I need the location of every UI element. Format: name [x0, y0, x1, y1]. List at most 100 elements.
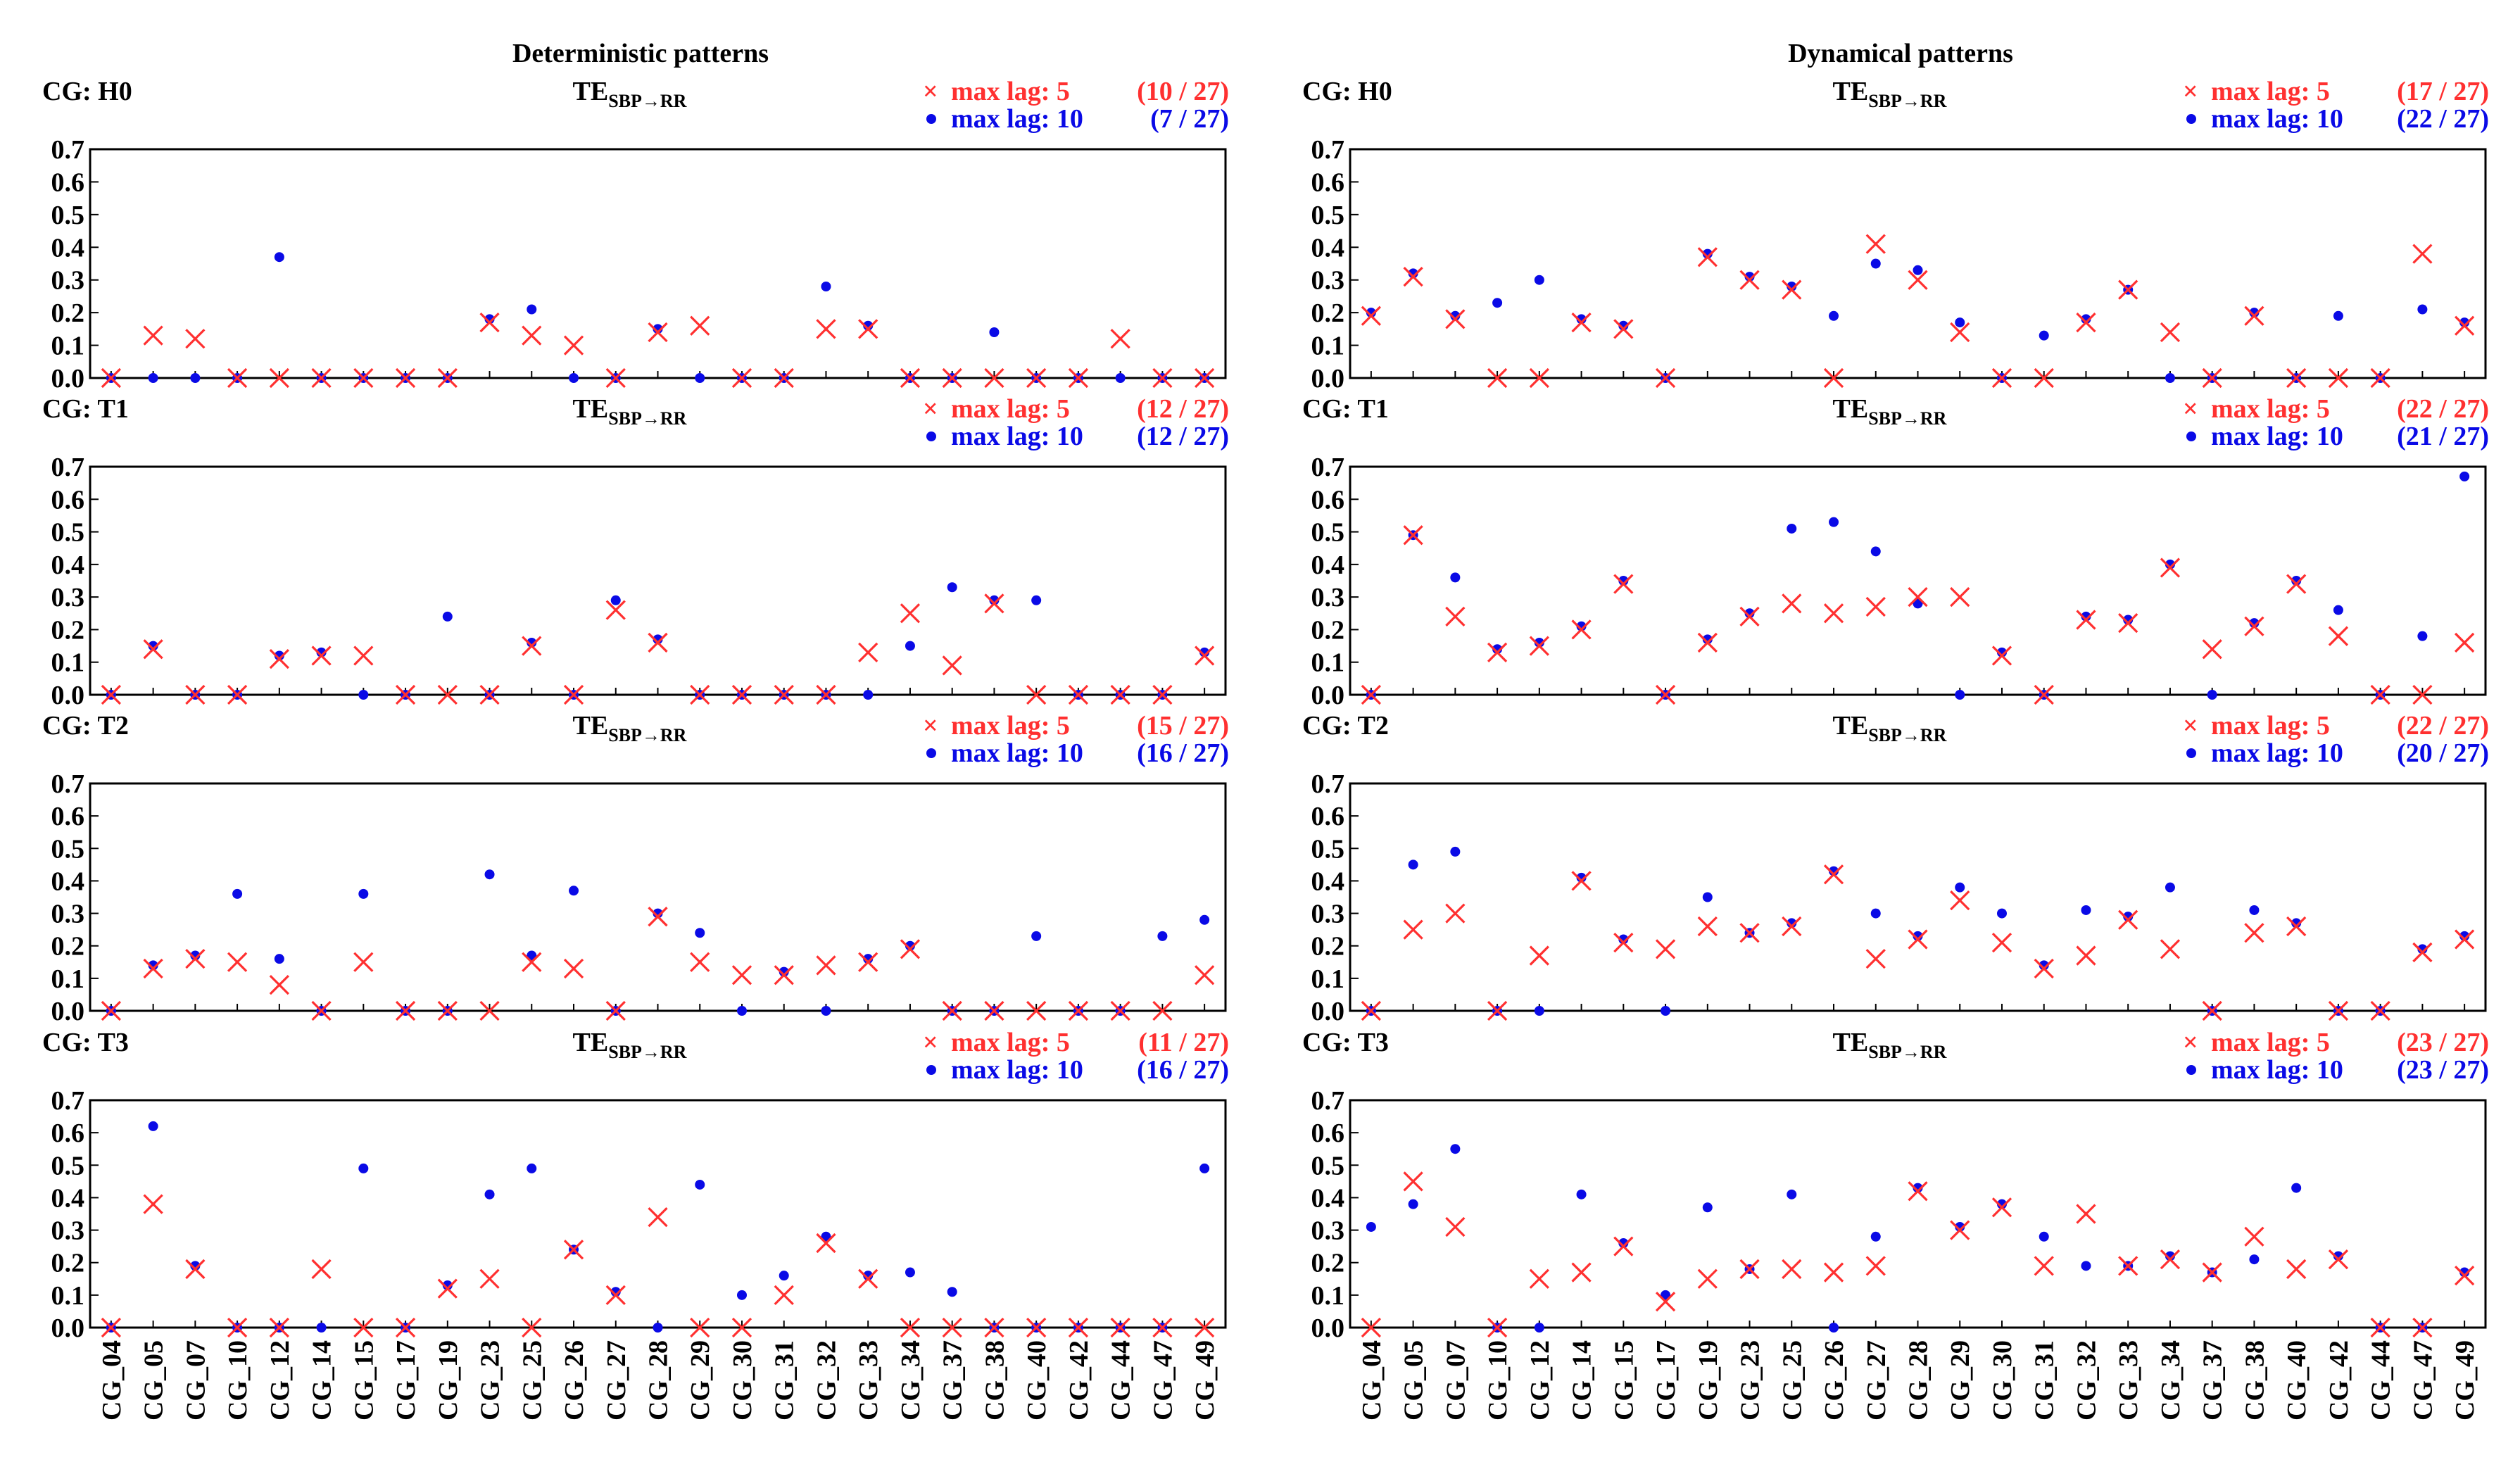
data-point-lag5 — [143, 639, 163, 660]
data-point-lag10 — [1870, 1231, 1881, 1242]
data-point-lag10 — [695, 1179, 705, 1190]
te-label: TESBP→RR — [573, 77, 687, 111]
data-point-lag5 — [269, 1317, 289, 1338]
data-point-lag5 — [690, 952, 710, 972]
x-tick-label: CG_27 — [1862, 1340, 1891, 1421]
legend-count-lag10: (21 / 27) — [2397, 422, 2489, 451]
data-point-lag5 — [731, 684, 752, 705]
data-point-lag5 — [1739, 923, 1760, 943]
te-label: TESBP→RR — [1833, 394, 1947, 429]
y-tick-label: 0.2 — [51, 1249, 85, 1278]
data-point-lag10 — [2333, 605, 2343, 615]
data-point-lag10 — [1996, 647, 2007, 657]
x-tick-label: CG_38 — [980, 1340, 1009, 1421]
data-point-lag5 — [1823, 1262, 1844, 1283]
data-point-lag10 — [274, 954, 284, 964]
legend-label-lag5: max lag: 5 — [951, 394, 1070, 424]
data-point-lag5 — [101, 367, 122, 389]
y-tick-label: 0.0 — [51, 364, 85, 393]
data-point-lag5 — [2286, 1259, 2307, 1280]
data-point-lag5 — [2328, 367, 2349, 389]
data-point-lag10 — [2417, 631, 2428, 641]
data-point-lag5 — [774, 965, 794, 985]
data-point-lag5 — [984, 593, 1004, 614]
data-point-lag5 — [437, 684, 458, 705]
y-tick-label: 0.6 — [1311, 485, 1345, 515]
x-tick-label: CG_31 — [770, 1340, 800, 1421]
data-point-lag5 — [1068, 1000, 1089, 1021]
data-point-lag5 — [2286, 367, 2307, 389]
panel: CG: T1 TESBP→RR × max lag: 5 (12 / 27) max la… — [42, 394, 1229, 710]
data-point-lag10 — [1618, 1238, 1629, 1249]
te-label-subscript: SBP→RR — [1868, 408, 1946, 429]
legend-count-lag5: (23 / 27) — [2397, 1028, 2489, 1057]
y-tick-label: 0.0 — [1311, 681, 1345, 710]
legend-marker-lag5: × — [2183, 711, 2198, 741]
legend-count-lag10: (23 / 27) — [2397, 1055, 2489, 1085]
data-point-lag5 — [900, 367, 921, 389]
y-tick-label: 0.4 — [51, 1183, 85, 1213]
data-point-lag5 — [1529, 636, 1549, 656]
panel: CG: H0 TESBP→RR × max lag: 5 (17 / 27) max la… — [1302, 77, 2489, 393]
te-label-main: TE — [573, 1028, 609, 1057]
data-point-lag5 — [1194, 1317, 1215, 1338]
data-point-lag5 — [1613, 932, 1634, 953]
data-point-lag5 — [1697, 916, 1718, 937]
y-tick-label: 0.0 — [51, 1314, 85, 1343]
y-tick-label: 0.4 — [1311, 1183, 1345, 1213]
legend-marker-lag10 — [926, 1065, 936, 1075]
data-point-lag10 — [1787, 282, 1797, 291]
legend-label-lag10: max lag: 10 — [2211, 738, 2343, 768]
data-point-lag5 — [2370, 1317, 2390, 1338]
data-point-lag5 — [1697, 1268, 1718, 1289]
y-tick-label: 0.2 — [51, 298, 85, 328]
te-label-subscript: SBP→RR — [1868, 91, 1946, 111]
data-point-lag5 — [774, 684, 794, 705]
legend-count-lag5: (11 / 27) — [1138, 1028, 1229, 1057]
data-point-lag5 — [2118, 613, 2138, 634]
y-tick-label: 0.4 — [1311, 233, 1345, 263]
y-tick-label: 0.5 — [1311, 1151, 1345, 1180]
data-point-lag5 — [269, 974, 289, 995]
y-tick-label: 0.7 — [1311, 453, 1345, 482]
te-label-main: TE — [1833, 77, 1869, 106]
group-label: CG: T2 — [1302, 711, 1389, 741]
data-point-lag10 — [2165, 559, 2175, 569]
data-point-lag10 — [821, 282, 831, 291]
data-point-lag10 — [821, 1006, 831, 1016]
panel: CG: T3 TESBP→RR × max lag: 5 (23 / 27) max la… — [1302, 1028, 2489, 1421]
data-point-lag10 — [1408, 268, 1418, 279]
data-point-lag5 — [1865, 1256, 1886, 1276]
te-label: TESBP→RR — [573, 1028, 687, 1062]
data-point-lag5 — [648, 632, 668, 653]
data-point-lag5 — [731, 367, 752, 389]
data-point-lag5 — [984, 367, 1004, 389]
y-tick-label: 0.0 — [51, 997, 85, 1026]
data-point-lag10 — [863, 320, 874, 331]
data-point-lag10 — [2081, 905, 2091, 915]
x-tick-label: CG_49 — [1190, 1340, 1220, 1421]
data-point-lag5 — [2202, 1000, 2222, 1021]
x-tick-label: CG_10 — [223, 1340, 253, 1421]
x-tick-label: CG_28 — [1904, 1340, 1934, 1421]
data-point-lag10 — [148, 960, 158, 971]
y-tick-label: 0.5 — [1311, 834, 1345, 864]
data-point-lag5 — [1865, 949, 1886, 969]
data-point-lag5 — [185, 329, 206, 349]
legend-count-lag5: (10 / 27) — [1137, 77, 1229, 106]
data-point-lag5 — [2286, 574, 2307, 594]
legend-label-lag10: max lag: 10 — [2211, 422, 2343, 451]
x-tick-label: CG_23 — [1736, 1340, 1765, 1421]
data-point-lag5 — [984, 1000, 1004, 1021]
x-tick-label: CG_28 — [644, 1340, 674, 1421]
y-tick-label: 0.5 — [51, 1151, 85, 1180]
x-tick-label: CG_40 — [1022, 1340, 1052, 1421]
data-point-lag10 — [484, 314, 495, 325]
data-point-lag10 — [1534, 275, 1544, 285]
x-tick-label: CG_10 — [1483, 1340, 1513, 1421]
data-point-lag5 — [942, 655, 962, 676]
data-point-lag10 — [358, 690, 369, 700]
data-point-lag5 — [1445, 606, 1466, 627]
data-point-lag10 — [905, 641, 915, 651]
data-point-lag5 — [1487, 1000, 1508, 1021]
